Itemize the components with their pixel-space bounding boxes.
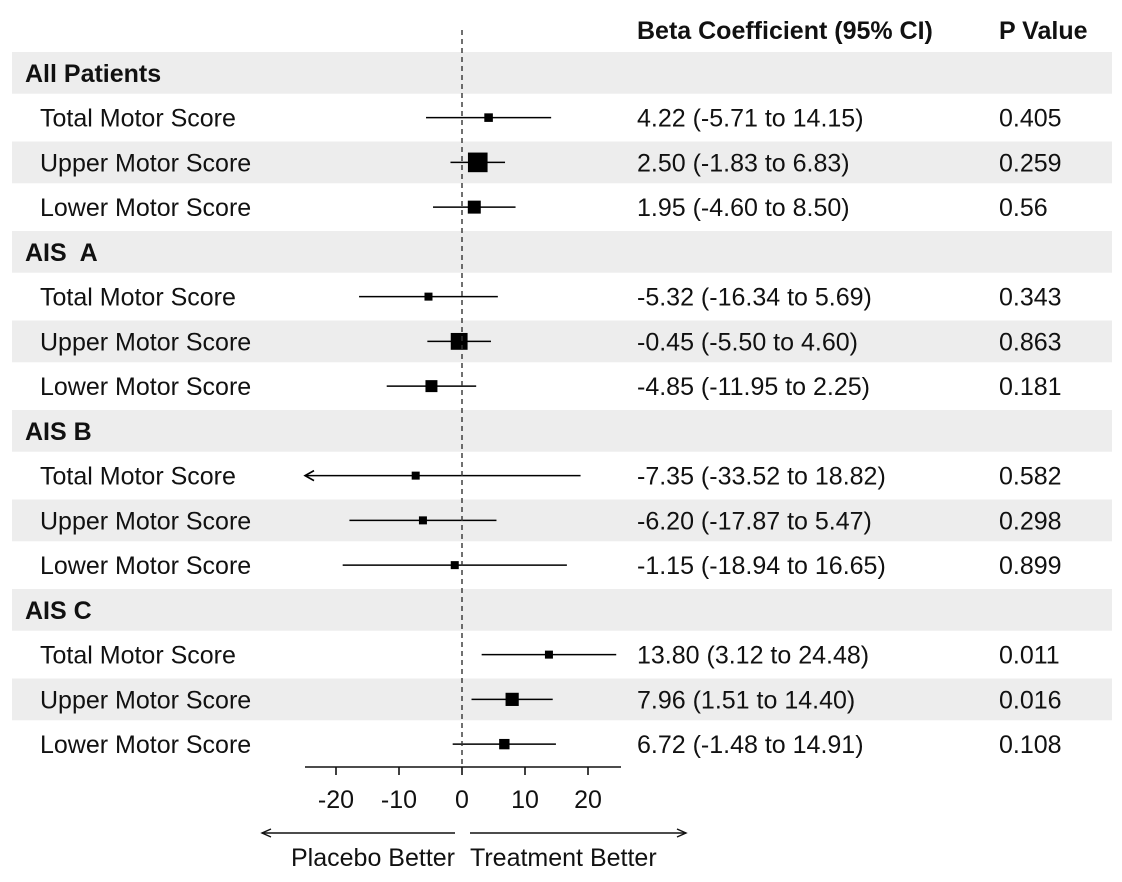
point-estimate-marker: [424, 292, 433, 301]
row-label: Lower Motor Score: [40, 731, 251, 759]
placebo-arrowhead: [260, 828, 272, 838]
row-label: Total Motor Score: [40, 105, 236, 133]
row-label: Upper Motor Score: [40, 149, 251, 177]
x-tick-label: -20: [318, 786, 354, 814]
p-value: 0.343: [999, 284, 1062, 312]
p-value: 0.016: [999, 686, 1062, 714]
x-tick-label: 10: [511, 786, 539, 814]
group-band: [12, 231, 1112, 273]
group-label: AIS A: [25, 239, 98, 267]
estimate-value: -4.85 (-11.95 to 2.25): [637, 373, 870, 401]
point-estimate-marker: [411, 471, 420, 480]
p-value: 0.863: [999, 328, 1062, 356]
x-tick-label: 20: [574, 786, 602, 814]
estimate-value: -5.32 (-16.34 to 5.69): [637, 284, 872, 312]
group-label: AIS C: [25, 597, 92, 625]
row-label: Lower Motor Score: [40, 552, 251, 580]
estimate-value: -7.35 (-33.52 to 18.82): [637, 463, 886, 491]
group-band: [12, 589, 1112, 631]
p-value: 0.298: [999, 507, 1062, 535]
point-estimate-marker: [418, 516, 427, 525]
p-value: 0.405: [999, 105, 1062, 133]
p-value: 0.011: [999, 642, 1060, 670]
row-band: [12, 141, 1112, 184]
row-label: Upper Motor Score: [40, 507, 251, 535]
truncation-arrow: [303, 469, 315, 482]
p-value: 0.108: [999, 731, 1062, 759]
plot-marks: [303, 30, 617, 766]
estimate-value: -1.15 (-18.94 to 16.65): [637, 552, 886, 580]
estimate-value: 1.95 (-4.60 to 8.50): [637, 194, 850, 222]
x-tick-label: 0: [455, 786, 469, 814]
estimate-value: 6.72 (-1.48 to 14.91): [637, 731, 864, 759]
estimate-value: 4.22 (-5.71 to 14.15): [637, 105, 864, 133]
group-band: [12, 52, 1112, 94]
row-band: [12, 678, 1112, 721]
p-value: 0.899: [999, 552, 1062, 580]
group-label: All Patients: [25, 60, 161, 88]
row-band: [12, 499, 1112, 542]
point-estimate-marker: [450, 561, 459, 570]
point-estimate-marker: [425, 380, 438, 393]
point-estimate-marker: [505, 692, 519, 706]
row-label: Lower Motor Score: [40, 194, 251, 222]
row-label: Upper Motor Score: [40, 686, 251, 714]
point-estimate-marker: [499, 738, 510, 750]
point-estimate-marker: [544, 650, 553, 659]
x-axis: -20 -10 0 10 20 Placebo Better Treatment Bette…: [260, 766, 688, 872]
row-label: Total Motor Score: [40, 463, 236, 491]
estimate-value: 13.80 (3.12 to 24.48): [637, 642, 869, 670]
placebo-better-label: Placebo Better: [291, 844, 455, 872]
treatment-arrowhead: [676, 828, 688, 838]
estimate-value: 7.96 (1.51 to 14.40): [637, 686, 855, 714]
x-tick-label: -10: [381, 786, 417, 814]
group-band: [12, 410, 1112, 452]
row-label: Total Motor Score: [40, 284, 236, 312]
estimate-table: Beta Coefficient (95% CI) P Value 4.22 (-5…: [637, 17, 1088, 759]
p-value: 0.582: [999, 463, 1062, 491]
row-label: Upper Motor Score: [40, 328, 251, 356]
row-label: Lower Motor Score: [40, 373, 251, 401]
point-estimate-marker: [484, 113, 493, 122]
p-value: 0.56: [999, 194, 1048, 222]
point-estimate-marker: [467, 152, 488, 173]
row-label: Total Motor Score: [40, 642, 236, 670]
treatment-better-label: Treatment Better: [470, 844, 657, 872]
estimate-value: 2.50 (-1.83 to 6.83): [637, 149, 850, 177]
group-label: AIS B: [25, 418, 92, 446]
row-bands: [12, 52, 1112, 721]
estimate-column-header: Beta Coefficient (95% CI): [637, 17, 933, 45]
row-band: [12, 320, 1112, 363]
p-value: 0.181: [999, 373, 1062, 401]
estimate-value: -0.45 (-5.50 to 4.60): [637, 328, 858, 356]
row-labels: All Patients Total Motor Score Upper Motor…: [25, 60, 251, 759]
p-value-column-header: P Value: [999, 17, 1088, 45]
estimate-value: -6.20 (-17.87 to 5.47): [637, 507, 872, 535]
point-estimate-marker: [450, 332, 468, 350]
point-estimate-marker: [467, 200, 481, 214]
p-value: 0.259: [999, 149, 1062, 177]
